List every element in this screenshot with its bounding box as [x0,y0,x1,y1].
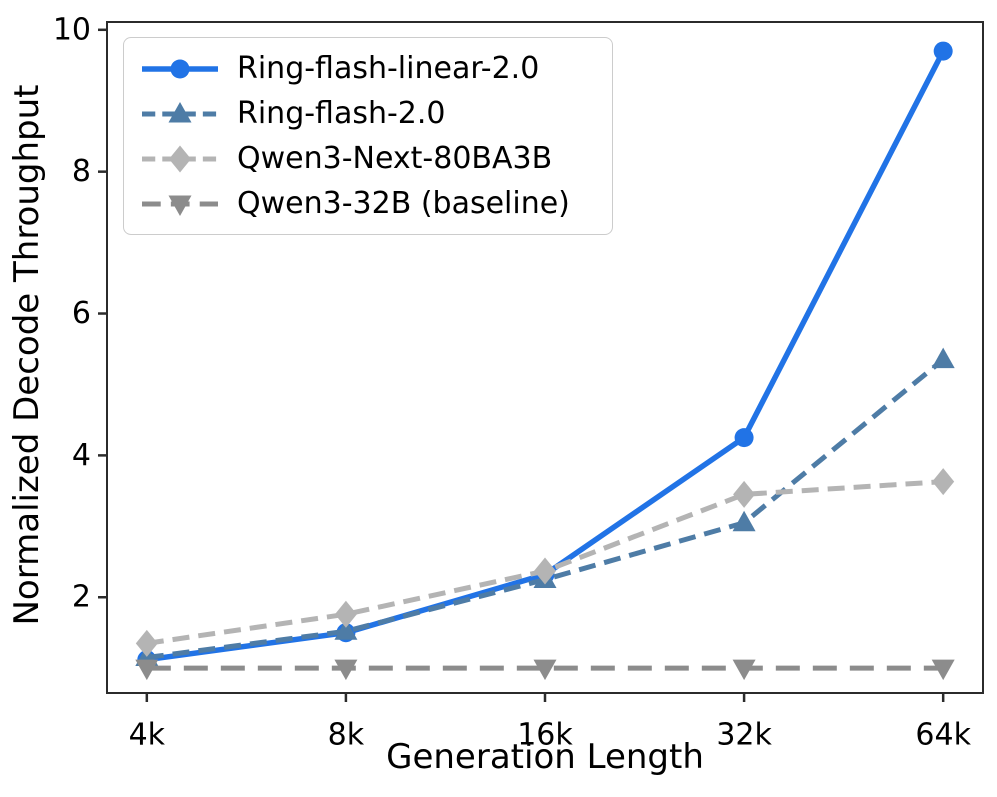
y-tick-label: 8 [72,154,91,189]
legend-item-ring-flash-linear-2-0: Ring-flash-linear-2.0 [140,51,596,87]
x-axis-label: Generation Length [386,737,704,777]
x-tick-label: 4k [129,718,166,753]
legend-item-ring-flash-2-0: Ring-flash-2.0 [140,96,596,132]
x-tick-label: 32k [716,718,772,753]
marker-circle-64k [933,41,953,61]
marker-triangle-down-64k [931,659,955,681]
y-tick-label: 2 [72,580,91,615]
y-tick-label: 6 [72,296,91,331]
legend-sample-marker [168,195,192,216]
marker-triangle-up-32k [732,510,756,532]
marker-diamond-32k [733,480,756,508]
marker-triangle-up-64k [931,347,955,369]
marker-triangle-down-16k [533,659,557,681]
x-tick-label: 64k [915,718,971,753]
y-axis-label: Normalized Decode Throughput [7,84,47,626]
legend-sample-triangle-down-icon [142,195,218,216]
marker-triangle-down-32k [732,659,756,681]
legend-item-qwen3-next-80ba3b: Qwen3-Next-80BA3B [140,141,596,177]
y-tick-label: 4 [72,438,91,473]
x-tick-label: 8k [328,718,365,753]
legend-label: Qwen3-32B (baseline) [237,186,570,221]
legend-sample-triangle-up-icon [142,101,218,122]
legend-label: Qwen3-Next-80BA3B [237,141,553,176]
x-tick-label: 16k [517,718,573,753]
legend-sample-marker [168,101,192,122]
marker-diamond-4k [135,629,158,657]
marker-circle-32k [734,428,754,448]
y-tick-label: 10 [53,12,91,47]
marker-diamond-16k [534,557,556,585]
legend-sample-marker [170,59,190,78]
marker-diamond-8k [334,600,357,628]
legend-label: Ring-flash-2.0 [237,96,446,131]
legend-label: Ring-flash-linear-2.0 [237,51,540,86]
marker-triangle-up-8k [334,619,358,640]
marker-triangle-down-8k [334,659,358,681]
legend-sample-marker [169,145,191,172]
legend-item-qwen3-32b-baseline: Qwen3-32B (baseline) [140,186,596,222]
legend: Ring-flash-linear-2.0 Ring-flash-2.0 Qwe… [123,37,613,235]
legend-sample-diamond-icon [142,145,218,172]
series-line-ring-flash-2-0 [146,357,945,661]
marker-diamond-64k [932,468,955,496]
legend-sample-circle-icon [142,59,218,78]
marker-triangle-down-4k [135,659,159,681]
